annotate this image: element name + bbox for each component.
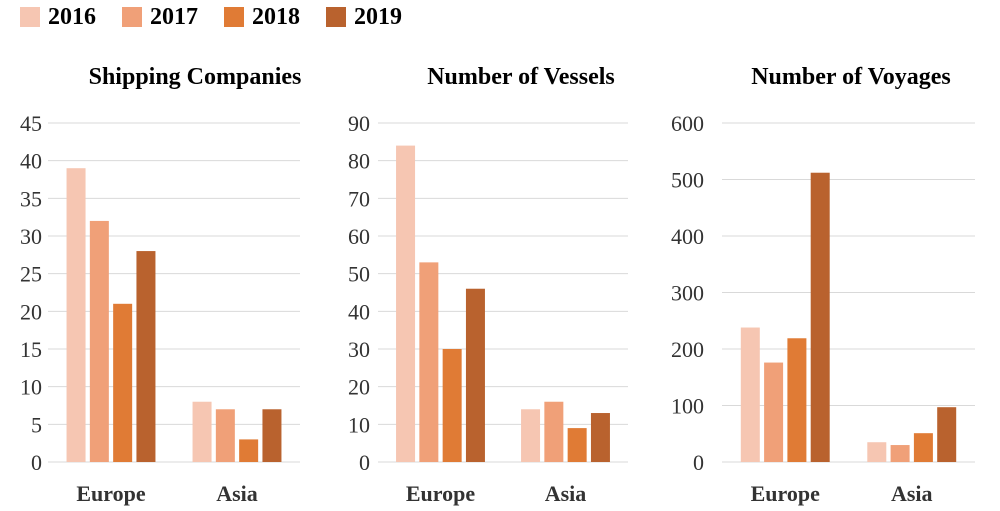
- shipping-companies-y-tick-label: 20: [20, 299, 42, 324]
- number-of-vessels-y-tick-label: 0: [359, 450, 370, 475]
- number-of-vessels-bar-asia-2017: [544, 401, 564, 462]
- shipping-companies-bar-europe-2017: [89, 220, 109, 462]
- number-of-vessels-x-tick-label: Europe: [406, 481, 476, 506]
- number-of-vessels-y-tick-label: 30: [348, 337, 370, 362]
- number-of-vessels-bar-europe-2016: [396, 145, 416, 462]
- legend-label-2019: 2019: [354, 3, 402, 30]
- number-of-voyages-title: Number of Voyages: [751, 64, 951, 90]
- number-of-voyages-y-tick-label: 300: [671, 281, 704, 306]
- legend-swatch-2018: [224, 7, 244, 27]
- legend-item-2019: 2019: [326, 4, 402, 31]
- legend-item-2016: 2016: [20, 4, 96, 31]
- shipping-companies-y-tick-label: 0: [31, 450, 42, 475]
- number-of-voyages-bar-asia-2017: [890, 445, 910, 462]
- shipping-companies-y-tick-label: 40: [20, 149, 42, 174]
- number-of-vessels-bar-europe-2017: [419, 262, 439, 462]
- number-of-vessels-y-tick-label: 90: [348, 111, 370, 136]
- number-of-vessels-y-tick-label: 50: [348, 262, 370, 287]
- legend-item-2017: 2017: [122, 4, 198, 31]
- shipping-companies-bar-europe-2019: [136, 251, 156, 462]
- shipping-companies-y-tick-label: 30: [20, 224, 42, 249]
- number-of-vessels-bar-asia-2019: [590, 413, 610, 462]
- legend-swatch-2019: [326, 7, 346, 27]
- number-of-voyages-x-tick-label: Europe: [751, 481, 821, 506]
- number-of-voyages-bar-europe-2019: [810, 172, 830, 462]
- number-of-voyages-y-tick-label: 0: [693, 450, 704, 475]
- shipping-companies-x-tick-label: Asia: [216, 481, 258, 506]
- number-of-voyages-bar-asia-2018: [913, 433, 933, 462]
- shipping-companies-y-tick-label: 35: [20, 186, 42, 211]
- number-of-voyages-bar-europe-2018: [787, 338, 807, 462]
- chart-legend: 2016 2017 2018 2019: [20, 0, 428, 34]
- number-of-voyages-bar-asia-2019: [937, 407, 957, 462]
- number-of-voyages-y-tick-label: 100: [671, 394, 704, 419]
- shipping-companies-bar-asia-2019: [262, 409, 282, 462]
- number-of-vessels-x-tick-label: Asia: [545, 481, 587, 506]
- number-of-voyages-x-tick-label: Asia: [891, 481, 933, 506]
- legend-label-2018: 2018: [252, 3, 300, 30]
- number-of-vessels-y-tick-label: 80: [348, 149, 370, 174]
- shipping-companies-y-tick-label: 10: [20, 375, 42, 400]
- shipping-companies-bar-asia-2018: [239, 439, 259, 462]
- shipping-companies-title: Shipping Companies: [89, 64, 302, 90]
- shipping-companies-y-tick-label: 45: [20, 111, 42, 136]
- legend-swatch-2016: [20, 7, 40, 27]
- shipping-companies-y-tick-label: 25: [20, 262, 42, 287]
- number-of-vessels-bar-asia-2016: [521, 409, 541, 462]
- number-of-vessels-y-tick-label: 20: [348, 375, 370, 400]
- shipping-companies-bar-europe-2018: [113, 303, 133, 462]
- number-of-voyages-bar-europe-2016: [740, 327, 760, 462]
- number-of-vessels-y-tick-label: 40: [348, 299, 370, 324]
- number-of-vessels-bar-asia-2018: [567, 428, 587, 462]
- number-of-voyages-y-tick-label: 600: [671, 111, 704, 136]
- shipping-companies-bar-europe-2016: [66, 168, 86, 462]
- number-of-vessels-title: Number of Vessels: [427, 64, 615, 90]
- number-of-voyages-y-tick-label: 200: [671, 337, 704, 362]
- number-of-voyages-y-tick-label: 500: [671, 168, 704, 193]
- number-of-vessels-y-tick-label: 70: [348, 186, 370, 211]
- number-of-vessels-y-tick-label: 60: [348, 224, 370, 249]
- shipping-companies-bar-asia-2017: [215, 409, 235, 462]
- number-of-voyages-bar-asia-2016: [867, 442, 887, 462]
- legend-label-2017: 2017: [150, 3, 198, 30]
- shipping-companies-bar-asia-2016: [192, 401, 212, 462]
- shipping-companies-y-tick-label: 5: [31, 412, 42, 437]
- number-of-voyages-y-tick-label: 400: [671, 224, 704, 249]
- legend-item-2018: 2018: [224, 4, 300, 31]
- legend-swatch-2017: [122, 7, 142, 27]
- shipping-companies-y-tick-label: 15: [20, 337, 42, 362]
- shipping-companies-x-tick-label: Europe: [76, 481, 146, 506]
- legend-label-2016: 2016: [48, 3, 96, 30]
- number-of-vessels-bar-europe-2019: [465, 288, 485, 462]
- number-of-vessels-y-tick-label: 10: [348, 412, 370, 437]
- number-of-voyages-bar-europe-2017: [764, 362, 784, 462]
- number-of-vessels-bar-europe-2018: [442, 349, 462, 462]
